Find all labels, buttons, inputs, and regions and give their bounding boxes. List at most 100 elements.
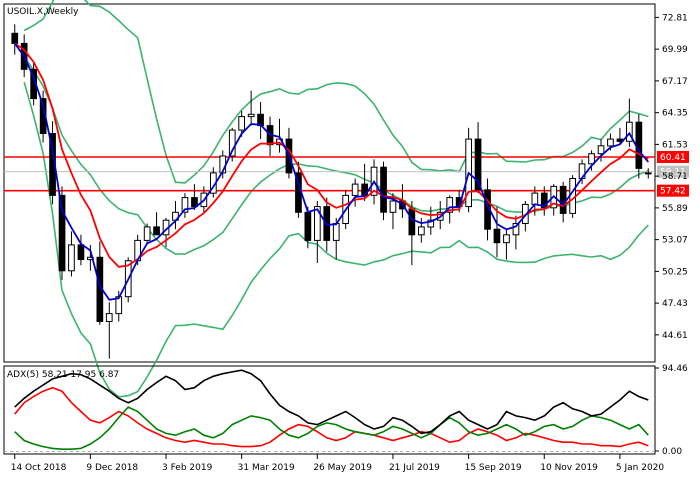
price-tick-label: 44.61 — [662, 331, 688, 341]
price-tick-label: 72.81 — [662, 13, 688, 23]
price-tick-label: 47.43 — [662, 299, 688, 309]
candle[interactable] — [143, 223, 151, 243]
candle-body-up — [531, 192, 539, 205]
plus-di-line — [14, 406, 649, 451]
adx-pane-frame — [3, 365, 656, 455]
candle[interactable] — [418, 217, 425, 243]
candle[interactable] — [247, 90, 255, 126]
slow-ma-line — [14, 42, 649, 268]
adx-line — [14, 369, 649, 435]
candle[interactable] — [380, 161, 387, 221]
price-tick-label: 69.99 — [662, 45, 688, 55]
candle-body-down — [380, 166, 387, 213]
time-tick-label: 3 Feb 2019 — [162, 463, 213, 473]
adx-pane: ADX(5) 58.21 17.95 6.87 94.46 0.00 — [3, 364, 688, 457]
level-price-label: 57.42 — [660, 187, 686, 197]
candle-body-down — [540, 192, 548, 209]
candle-body-up — [143, 226, 151, 241]
time-tick-label: 31 Mar 2019 — [238, 463, 295, 473]
candle-body-up — [512, 223, 520, 236]
adx-lines — [14, 369, 649, 451]
moving-averages — [13, 42, 649, 301]
candle-body-up — [389, 200, 397, 213]
candle[interactable] — [105, 302, 113, 359]
candle-body-up — [503, 234, 510, 244]
price-axis: 72.81 69.99 67.17 64.35 61.53 58.71 55.89 53.07… — [655, 13, 688, 341]
price-tick-label: 61.53 — [662, 140, 688, 150]
adx-pane-title: ADX(5) 58.21 17.95 6.87 — [7, 370, 119, 380]
price-tick-label: 58.71 — [662, 172, 688, 182]
candle-body-up — [588, 153, 595, 165]
price-tick-label: 64.35 — [662, 109, 688, 119]
candle-body-down — [474, 138, 482, 191]
candle-body-up — [228, 129, 236, 157]
candle-body-up — [644, 172, 652, 175]
horizontal-levels: 60.41 57.42 59.11 — [4, 150, 689, 197]
minus-di-line — [14, 386, 649, 448]
fast-ma-line — [13, 42, 649, 301]
candle[interactable] — [68, 231, 75, 277]
time-tick-label: 10 Nov 2019 — [540, 463, 598, 473]
candle-body-down — [153, 226, 160, 236]
time-tick-label: 15 Sep 2019 — [465, 463, 522, 473]
price-pane-title: USOIL.X,Weekly — [7, 7, 79, 17]
candle[interactable] — [314, 201, 321, 263]
current-price-label: 59.11 — [660, 168, 686, 178]
candle-body-up — [247, 113, 255, 118]
candle[interactable] — [153, 212, 160, 236]
candle[interactable] — [626, 98, 633, 147]
current-price-tag — [657, 165, 689, 178]
time-tick-label: 5 Jan 2020 — [616, 463, 664, 473]
level-price-label: 60.41 — [660, 153, 686, 163]
time-tick-label: 9 Dec 2018 — [86, 463, 138, 473]
candle-body-up — [569, 178, 576, 214]
level-price-tag — [657, 184, 689, 197]
upper-band-line — [23, 0, 649, 184]
candle-body-down — [77, 244, 85, 260]
candle-body-up — [105, 313, 113, 323]
time-tick-label: 14 Oct 2018 — [11, 463, 67, 473]
candle[interactable] — [191, 184, 198, 211]
price-pane: 60.41 57.42 59.11 USOIL.X,Weekly 72.81 69.9… — [3, 0, 689, 398]
candle[interactable] — [58, 186, 66, 280]
candle[interactable] — [588, 150, 595, 171]
candle[interactable] — [351, 178, 359, 207]
candle[interactable] — [512, 215, 520, 250]
candle-body-up — [238, 116, 246, 131]
candle-body-up — [68, 244, 75, 272]
adx-axis: 94.46 0.00 — [655, 364, 688, 457]
candle[interactable] — [644, 168, 652, 179]
candle-body-up — [427, 219, 435, 228]
price-tick-label: 50.25 — [662, 267, 688, 277]
candle[interactable] — [181, 193, 189, 218]
adx-tick-label: 0.00 — [662, 447, 682, 457]
candle-body-up — [181, 197, 189, 213]
candle[interactable] — [228, 127, 236, 162]
candle[interactable] — [503, 229, 510, 260]
candle-body-down — [58, 194, 66, 272]
price-pane-frame — [3, 3, 656, 363]
candle-body-up — [351, 183, 359, 196]
candle-body-down — [559, 185, 567, 214]
candle-body-down — [304, 211, 312, 241]
candle-body-up — [314, 206, 321, 241]
candle-body-up — [418, 226, 425, 236]
level-price-tag — [657, 150, 689, 163]
candle-body-down — [11, 32, 19, 44]
candle-body-up — [446, 197, 454, 213]
candle-body-down — [408, 208, 416, 236]
candle-body-down — [191, 197, 198, 208]
candle[interactable] — [540, 186, 548, 216]
candle[interactable] — [493, 206, 501, 258]
candle[interactable] — [597, 139, 605, 162]
price-tick-label: 53.07 — [662, 236, 688, 246]
candle-body-down — [493, 228, 501, 244]
candle-body-up — [597, 145, 605, 155]
adx-tick-label: 94.46 — [662, 364, 688, 374]
time-axis: 14 Oct 2018 9 Dec 2018 3 Feb 2019 31 Mar 20… — [11, 454, 664, 473]
price-tick-label: 67.17 — [662, 77, 688, 87]
candle[interactable] — [465, 127, 472, 213]
time-tick-label: 26 May 2019 — [313, 463, 372, 473]
candle[interactable] — [77, 234, 85, 266]
